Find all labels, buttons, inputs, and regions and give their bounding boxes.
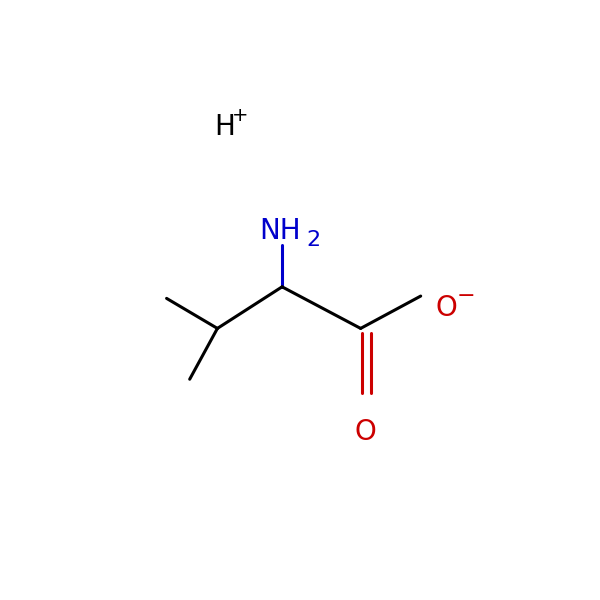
Text: NH: NH xyxy=(259,217,301,245)
Text: −: − xyxy=(456,286,475,306)
Text: 2: 2 xyxy=(306,230,320,250)
Text: +: + xyxy=(232,106,249,125)
Text: H: H xyxy=(214,113,235,142)
Text: O: O xyxy=(355,418,376,446)
Text: O: O xyxy=(435,293,457,322)
